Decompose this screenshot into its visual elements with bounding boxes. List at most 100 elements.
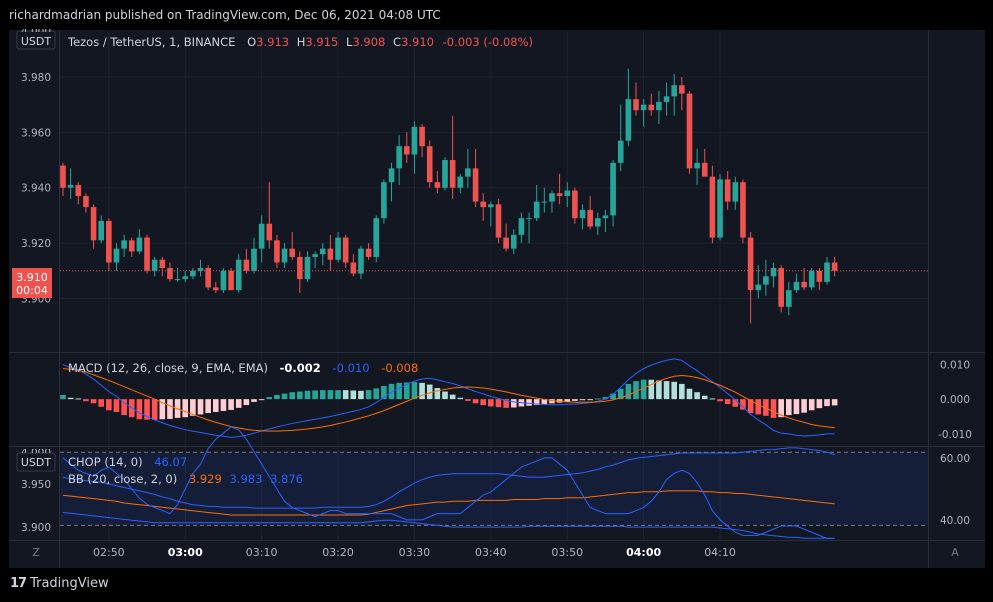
candle-body	[136, 237, 143, 252]
candle-body	[465, 168, 471, 177]
currency-badge[interactable]	[16, 30, 56, 50]
candle-body	[274, 240, 280, 263]
macd-histogram-bar	[648, 379, 655, 400]
high-value: 3.915	[305, 35, 338, 49]
candle-body	[778, 268, 784, 307]
auto-scale-right-button[interactable]	[947, 544, 963, 560]
zoom-button-label[interactable]: Z	[32, 546, 40, 559]
macd-histogram-bar	[167, 399, 173, 419]
macd-histogram-bar	[289, 392, 295, 400]
candle-body	[732, 182, 739, 202]
bb-lower-value: 3.876	[270, 472, 303, 486]
macd-histogram-bar	[151, 399, 158, 420]
main-clipped-tick: 4.000	[21, 26, 51, 38]
candle-body	[258, 223, 265, 249]
time-axis: 02:50 03:00 03:10 03:20 03:30 03:40 03:50 04:00…	[93, 546, 736, 559]
macd-histogram-bar	[396, 382, 402, 400]
macd-histogram-bar	[297, 391, 303, 400]
macd-histogram-bar	[816, 399, 823, 409]
candle-body	[770, 268, 777, 277]
candle-body	[220, 270, 227, 291]
candle-body	[572, 190, 578, 219]
macd-histogram-bar	[327, 390, 334, 400]
candle-body	[717, 179, 723, 238]
macd-histogram-bar	[457, 397, 464, 400]
candle-body	[824, 262, 830, 282]
main-legend: Tezos / TetherUS, 1, BINANCE O3.913 H3.9…	[67, 35, 533, 49]
macd-histogram-bar	[182, 399, 189, 418]
tradingview-logo[interactable]: 17 TradingView	[10, 576, 109, 591]
time-tick-label: 03:00	[168, 546, 203, 559]
candle-body	[113, 248, 120, 263]
macd-histogram-bar	[747, 399, 754, 414]
chop-tick-label: 40.00	[940, 515, 970, 527]
candle-body	[75, 184, 82, 197]
chop-price-tick-label: 3.950	[21, 479, 51, 491]
candle-body	[327, 248, 334, 260]
macd-histogram-bar	[533, 399, 540, 406]
candle-body	[388, 168, 395, 183]
candles-layer	[60, 68, 928, 324]
macd-histogram-bar	[312, 390, 318, 400]
auto-button-label[interactable]: A	[951, 546, 959, 559]
candle-body	[640, 104, 647, 111]
candle-body	[213, 287, 219, 291]
candle-body	[182, 276, 189, 280]
macd-histogram-bar	[113, 399, 120, 412]
logo-mark: 17	[10, 576, 27, 591]
macd-histogram-bar	[801, 399, 807, 413]
candle-body	[442, 160, 448, 188]
candle-body	[228, 270, 234, 291]
candle-body	[83, 196, 89, 208]
macd-histogram-bar	[121, 399, 127, 416]
macd-histogram-bar	[755, 399, 762, 415]
auto-scale-left-button[interactable]	[28, 544, 44, 560]
last-price-label	[12, 268, 52, 298]
candle-body	[205, 268, 211, 288]
candle-body	[266, 223, 273, 241]
chop-legend: CHOP (14, 0) 46.07	[68, 455, 187, 469]
candle-body	[763, 276, 769, 285]
macd-histogram-bar	[709, 398, 716, 400]
macd-histogram-bar	[824, 399, 830, 407]
candle-body	[480, 201, 486, 208]
macd-histogram-bar	[686, 388, 693, 400]
macd-histogram-bar	[60, 394, 66, 400]
chop-currency-badge[interactable]	[16, 452, 56, 472]
macd-histogram-bar	[98, 399, 104, 407]
bb-upper-line	[62, 447, 835, 509]
macd-histogram-bar	[220, 399, 227, 411]
candle-body	[128, 240, 135, 252]
last-price-value: 3.910	[16, 271, 48, 284]
candle-body	[342, 237, 349, 263]
candle-body	[671, 85, 677, 97]
macd-histogram-bar	[75, 398, 82, 400]
macd-histogram-bar	[579, 399, 586, 401]
macd-histogram-bar	[610, 393, 616, 400]
macd-histogram-bar	[90, 399, 97, 404]
candle-body	[595, 218, 601, 227]
candle-body	[801, 281, 807, 288]
candle-body	[67, 184, 74, 188]
candle-body	[808, 270, 815, 288]
candle-body	[533, 201, 540, 219]
macd-tick-label: 0.000	[940, 394, 970, 406]
candle-body	[281, 248, 288, 263]
macd-histogram-bar	[251, 399, 257, 402]
macd-histogram-bar	[480, 399, 486, 406]
price-tick-label: 3.960	[21, 127, 51, 139]
symbol-title: Tezos / TetherUS, 1, BINANCE	[67, 35, 235, 49]
candle-body	[518, 218, 525, 235]
candle-body	[90, 207, 97, 241]
candle-body	[190, 270, 196, 277]
macd-line-value: -0.010	[332, 361, 369, 375]
macd-histogram-bar	[373, 388, 380, 400]
macd-histogram-bar	[426, 384, 433, 400]
candle-body	[503, 237, 509, 249]
candle-body	[816, 270, 823, 282]
countdown-value: 00:04	[16, 284, 48, 297]
price-axes: 3.980 3.960 3.940 3.920 3.900 0.010 0.000 -0.01…	[21, 72, 972, 534]
macd-histogram-bar	[732, 399, 739, 407]
candle-body	[709, 176, 716, 238]
